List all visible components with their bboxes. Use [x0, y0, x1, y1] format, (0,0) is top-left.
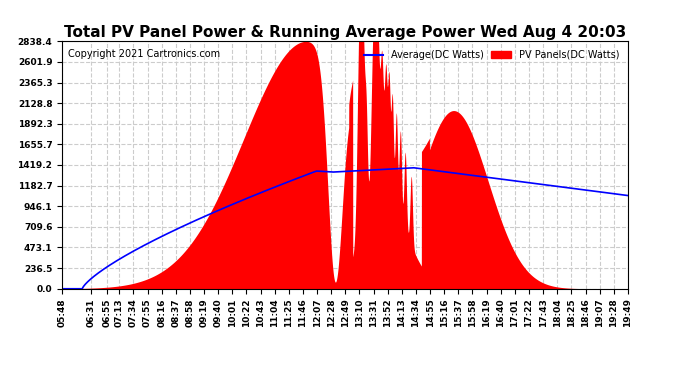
- Text: Copyright 2021 Cartronics.com: Copyright 2021 Cartronics.com: [68, 49, 220, 58]
- Legend: Average(DC Watts), PV Panels(DC Watts): Average(DC Watts), PV Panels(DC Watts): [359, 46, 623, 64]
- Title: Total PV Panel Power & Running Average Power Wed Aug 4 20:03: Total PV Panel Power & Running Average P…: [64, 25, 626, 40]
